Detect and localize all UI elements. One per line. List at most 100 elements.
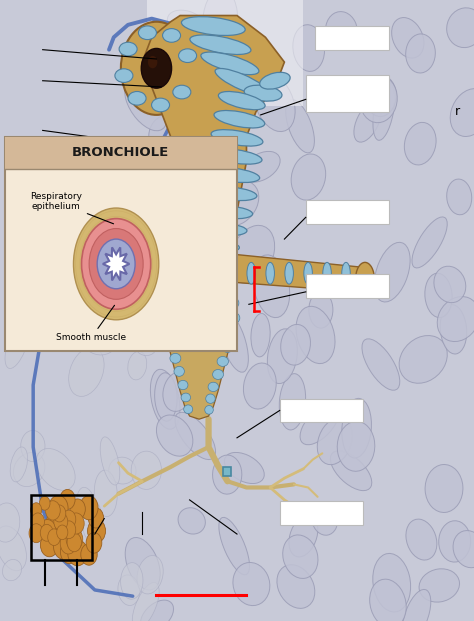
Ellipse shape bbox=[212, 455, 242, 494]
Ellipse shape bbox=[370, 579, 406, 621]
Ellipse shape bbox=[0, 526, 27, 571]
Ellipse shape bbox=[172, 144, 219, 186]
Ellipse shape bbox=[195, 294, 225, 339]
Ellipse shape bbox=[373, 553, 410, 612]
Ellipse shape bbox=[439, 521, 471, 562]
Circle shape bbox=[54, 512, 68, 531]
Ellipse shape bbox=[82, 501, 102, 541]
Ellipse shape bbox=[163, 372, 192, 411]
Ellipse shape bbox=[5, 322, 29, 368]
Circle shape bbox=[148, 56, 157, 68]
Ellipse shape bbox=[36, 448, 75, 491]
Ellipse shape bbox=[201, 52, 259, 75]
Ellipse shape bbox=[217, 181, 259, 226]
Ellipse shape bbox=[253, 255, 290, 317]
Ellipse shape bbox=[70, 315, 108, 347]
Ellipse shape bbox=[267, 329, 297, 384]
Ellipse shape bbox=[141, 600, 173, 621]
Circle shape bbox=[80, 496, 98, 520]
Circle shape bbox=[40, 533, 59, 557]
Ellipse shape bbox=[289, 515, 318, 557]
Ellipse shape bbox=[224, 453, 264, 484]
Ellipse shape bbox=[2, 560, 22, 581]
Ellipse shape bbox=[226, 297, 239, 309]
Ellipse shape bbox=[178, 380, 188, 390]
Ellipse shape bbox=[178, 508, 205, 534]
Ellipse shape bbox=[425, 273, 452, 317]
Ellipse shape bbox=[205, 406, 213, 414]
Ellipse shape bbox=[419, 569, 459, 602]
Ellipse shape bbox=[296, 306, 335, 363]
Ellipse shape bbox=[360, 76, 397, 123]
Ellipse shape bbox=[425, 465, 463, 512]
Circle shape bbox=[60, 540, 79, 564]
Ellipse shape bbox=[167, 10, 207, 38]
Ellipse shape bbox=[94, 470, 117, 517]
Ellipse shape bbox=[434, 266, 466, 302]
Circle shape bbox=[39, 496, 50, 510]
Ellipse shape bbox=[285, 262, 293, 284]
Ellipse shape bbox=[447, 8, 474, 48]
Bar bbox=[280, 399, 363, 422]
Ellipse shape bbox=[323, 262, 331, 284]
Ellipse shape bbox=[293, 25, 325, 71]
Ellipse shape bbox=[156, 415, 193, 456]
Ellipse shape bbox=[190, 35, 251, 55]
Ellipse shape bbox=[373, 82, 395, 140]
Ellipse shape bbox=[450, 89, 474, 137]
Ellipse shape bbox=[184, 405, 192, 414]
Circle shape bbox=[67, 533, 82, 551]
Ellipse shape bbox=[171, 266, 202, 326]
Ellipse shape bbox=[165, 339, 176, 350]
Circle shape bbox=[82, 219, 151, 309]
Bar bbox=[147, 0, 303, 106]
Ellipse shape bbox=[406, 34, 435, 73]
Ellipse shape bbox=[179, 49, 197, 63]
Ellipse shape bbox=[182, 17, 245, 35]
Ellipse shape bbox=[10, 447, 27, 482]
Ellipse shape bbox=[115, 69, 133, 83]
Ellipse shape bbox=[233, 563, 270, 605]
Ellipse shape bbox=[219, 311, 248, 372]
Ellipse shape bbox=[21, 430, 45, 461]
Ellipse shape bbox=[159, 288, 186, 322]
Ellipse shape bbox=[244, 54, 280, 99]
Circle shape bbox=[53, 505, 66, 522]
Circle shape bbox=[81, 543, 97, 565]
Ellipse shape bbox=[230, 225, 274, 283]
Ellipse shape bbox=[203, 186, 239, 231]
Circle shape bbox=[66, 528, 83, 550]
Ellipse shape bbox=[173, 85, 191, 99]
Ellipse shape bbox=[100, 437, 120, 485]
Circle shape bbox=[49, 496, 68, 521]
Circle shape bbox=[62, 510, 76, 528]
Ellipse shape bbox=[133, 262, 174, 319]
Ellipse shape bbox=[277, 564, 315, 609]
Circle shape bbox=[29, 524, 44, 543]
Ellipse shape bbox=[215, 68, 268, 96]
Ellipse shape bbox=[202, 242, 239, 253]
Ellipse shape bbox=[453, 530, 474, 568]
Polygon shape bbox=[161, 281, 237, 419]
Polygon shape bbox=[103, 247, 129, 281]
Circle shape bbox=[97, 239, 135, 289]
Ellipse shape bbox=[251, 314, 270, 357]
Ellipse shape bbox=[210, 149, 262, 164]
Ellipse shape bbox=[152, 98, 170, 112]
Ellipse shape bbox=[374, 242, 410, 302]
Bar bbox=[306, 75, 389, 112]
Ellipse shape bbox=[356, 262, 374, 296]
Ellipse shape bbox=[161, 83, 195, 125]
Circle shape bbox=[68, 540, 88, 566]
Ellipse shape bbox=[160, 311, 172, 322]
Ellipse shape bbox=[211, 130, 263, 146]
Ellipse shape bbox=[181, 393, 191, 402]
Ellipse shape bbox=[137, 555, 163, 594]
Ellipse shape bbox=[283, 535, 318, 578]
Ellipse shape bbox=[219, 91, 265, 110]
Ellipse shape bbox=[317, 418, 353, 465]
Ellipse shape bbox=[342, 399, 372, 458]
Ellipse shape bbox=[129, 275, 171, 315]
Ellipse shape bbox=[437, 297, 474, 342]
Circle shape bbox=[60, 489, 75, 509]
